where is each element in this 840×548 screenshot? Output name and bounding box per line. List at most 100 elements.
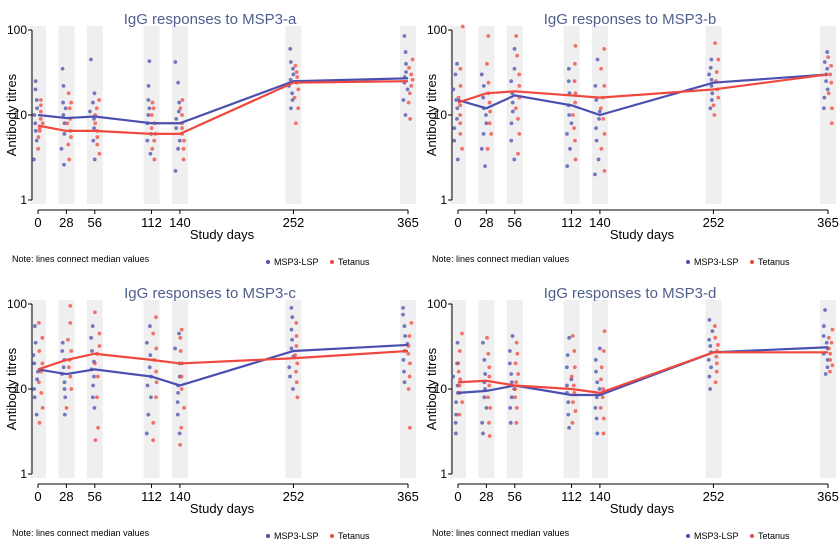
tetanus-point xyxy=(457,412,462,417)
msp3-lsp-point xyxy=(289,305,294,310)
tetanus-point xyxy=(154,395,158,400)
msp3-lsp-point xyxy=(402,369,406,374)
msp3-lsp-point xyxy=(144,431,149,436)
tetanus-point xyxy=(179,425,184,430)
tetanus-point xyxy=(714,354,719,359)
tetanus-point xyxy=(67,106,72,111)
x-tick-label: 28 xyxy=(59,215,73,230)
msp3-lsp-point xyxy=(288,374,292,379)
msp3-lsp-point xyxy=(565,383,569,388)
tetanus-point xyxy=(38,103,43,108)
msp3-lsp-point xyxy=(710,91,715,96)
tetanus-point xyxy=(601,416,606,421)
tetanus-point xyxy=(826,91,831,96)
tetanus-point xyxy=(602,168,607,173)
msp3-lsp-point xyxy=(597,109,602,114)
legend-label-msp3-lsp: MSP3-LSP xyxy=(274,257,319,267)
tetanus-point xyxy=(714,361,719,366)
tetanus-point xyxy=(149,113,154,117)
msp3-lsp-point xyxy=(90,349,94,353)
msp3-lsp-point xyxy=(176,109,181,114)
tetanus-point xyxy=(179,374,184,379)
msp3-lsp-point xyxy=(145,383,150,388)
tetanus-point xyxy=(456,95,461,100)
tetanus-point xyxy=(151,420,156,425)
tetanus-point xyxy=(714,70,719,74)
tetanus-point xyxy=(513,387,518,391)
msp3-lsp-point xyxy=(512,66,517,71)
tetanus-point xyxy=(154,346,159,351)
tetanus-point xyxy=(572,79,577,84)
legend-marker-tetanus xyxy=(330,534,334,538)
msp3-lsp-point xyxy=(564,365,569,370)
x-tick-label: 365 xyxy=(817,489,839,504)
msp3-lsp-point xyxy=(174,126,179,131)
tetanus-point xyxy=(150,146,155,151)
tetanus-point xyxy=(406,100,411,105)
msp3-lsp-point xyxy=(35,106,40,111)
msp3-lsp-point xyxy=(33,340,38,345)
legend: MSP3-LSP Tetanus xyxy=(266,257,370,267)
msp3-lsp-point xyxy=(593,172,597,177)
msp3-lsp-point xyxy=(405,87,410,92)
msp3-lsp-point xyxy=(483,164,487,169)
tetanus-point xyxy=(487,383,492,388)
tetanus-point xyxy=(95,135,100,139)
tetanus-point xyxy=(828,72,833,77)
msp3-lsp-point xyxy=(33,79,38,84)
tetanus-point xyxy=(178,335,183,340)
msp3-lsp-point xyxy=(822,60,827,64)
msp3-lsp-point xyxy=(509,372,514,376)
tetanus-point xyxy=(458,103,462,108)
msp3-lsp-point xyxy=(565,164,570,169)
msp3-lsp-point xyxy=(289,106,293,111)
tetanus-point xyxy=(152,138,157,143)
tetanus-point xyxy=(66,337,70,342)
msp3-lsp-point xyxy=(709,98,714,102)
tetanus-point xyxy=(179,327,184,332)
msp3-lsp-median-line xyxy=(37,343,409,387)
tetanus-point xyxy=(408,116,413,121)
msp3-lsp-point xyxy=(173,168,178,173)
msp3-lsp-point xyxy=(173,346,177,351)
msp3-lsp-point xyxy=(32,395,37,400)
tetanus-point xyxy=(573,91,578,96)
msp3-lsp-point xyxy=(88,109,92,114)
msp3-lsp-point xyxy=(451,374,456,379)
x-axis-label: Study days xyxy=(190,501,255,516)
tetanus-point xyxy=(460,146,464,151)
msp3-lsp-point xyxy=(595,380,600,385)
tetanus-point xyxy=(406,387,411,391)
tetanus-point xyxy=(517,131,522,136)
x-tick-label: 252 xyxy=(283,215,305,230)
msp3-lsp-point xyxy=(565,353,570,358)
tetanus-point xyxy=(460,400,465,405)
msp3-lsp-point xyxy=(176,146,181,151)
tetanus-point xyxy=(37,420,42,425)
msp3-lsp-point xyxy=(709,57,714,62)
msp3-lsp-point xyxy=(36,369,40,374)
median-note: Note: lines connect median values xyxy=(12,254,150,264)
msp3-lsp-point xyxy=(59,146,64,151)
tetanus-point xyxy=(487,365,492,370)
msp3-lsp-point xyxy=(62,380,67,385)
tetanus-point xyxy=(92,310,97,315)
tetanus-point xyxy=(69,100,74,105)
y-tick-label: 1 xyxy=(440,467,447,481)
msp3-lsp-point xyxy=(291,72,296,77)
y-tick-label: 1 xyxy=(20,193,27,207)
tetanus-point xyxy=(573,409,578,413)
tetanus-point xyxy=(294,369,299,374)
tetanus-point xyxy=(516,116,520,121)
msp3-lsp-point xyxy=(825,50,830,54)
msp3-lsp-point xyxy=(61,365,66,370)
msp3-lsp-point xyxy=(821,324,826,328)
tetanus-point xyxy=(830,363,835,368)
msp3-lsp-point xyxy=(62,412,67,417)
msp3-lsp-point xyxy=(401,312,405,317)
tetanus-point xyxy=(38,116,43,121)
msp3-lsp-point xyxy=(92,157,97,162)
timepoint-strip xyxy=(285,26,302,204)
timepoint-strip xyxy=(820,26,836,204)
tetanus-point xyxy=(150,100,155,105)
